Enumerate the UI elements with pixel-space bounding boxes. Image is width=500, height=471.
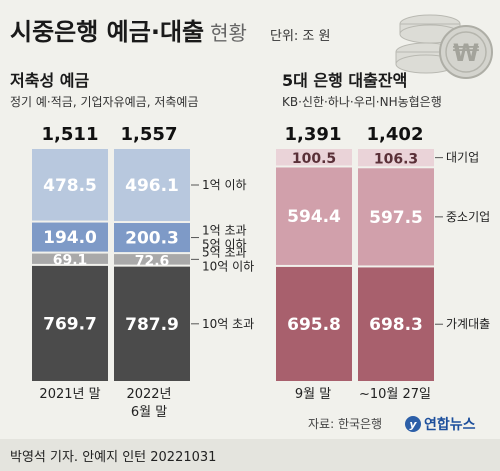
loan-section-title: 5대 은행 대출잔액 [282, 71, 407, 90]
x-label-2022-line1: 2022년 [126, 387, 171, 402]
loan-total-oct: 1,402 [367, 124, 424, 145]
deposit-col0-value-0: 769.7 [43, 314, 97, 334]
x-label-oct: ~10월 27일 [359, 387, 431, 402]
deposit-col0-value-2: 194.0 [43, 228, 97, 248]
deposit-section-subtitle: 정기 예·적금, 기업자유예금, 저축예금 [10, 95, 199, 109]
deposit-col0-value-3: 478.5 [43, 176, 97, 196]
x-label-2022-line2: 6월 말 [131, 405, 167, 420]
deposit-col1-segment-1 [114, 254, 190, 265]
deposit-col1-segment-0 [114, 266, 190, 381]
deposit-col0-segment-3 [32, 149, 108, 221]
deposit-col1-value-3: 496.1 [125, 176, 179, 196]
deposit-col0-segment-2 [32, 222, 108, 252]
chart-title-main: 시중은행 예금·대출 [10, 18, 204, 46]
loan-col0-segment-2 [276, 149, 352, 166]
deposit-col1-segment-2 [114, 223, 190, 253]
x-label-2021: 2021년 말 [39, 387, 100, 402]
deposit-col1-value-1: 72.6 [135, 253, 170, 269]
loan-col1-segment-1 [358, 168, 434, 266]
loan-col1-value-2: 106.3 [374, 152, 418, 168]
loan-legend-label-1-0: 중소기업 [446, 210, 490, 224]
loan-section-subtitle: KB·신한·하나·우리·NH농협은행 [282, 94, 442, 109]
loan-col1-value-0: 698.3 [369, 315, 423, 335]
coin-stack-icon: ₩ [395, 14, 493, 79]
unit-label: 단위: 조 원 [270, 29, 331, 44]
yonhap-logo-mark-letter: y [409, 418, 417, 431]
deposit-bars: 769.7 69.1 194.0 478.5 787.9 72.6 200.3 496.1 [32, 149, 190, 381]
loan-col0-segment-0 [276, 266, 352, 381]
chart-title: 시중은행 예금·대출 현황 [10, 18, 247, 46]
chart-title-sub: 현황 [210, 21, 247, 45]
x-label-sep: 9월 말 [295, 387, 331, 402]
yonhap-logo: y 연합뉴스 [405, 416, 476, 433]
deposit-total-2022: 1,557 [121, 124, 178, 145]
loan-col0-value-0: 695.8 [287, 315, 341, 335]
deposit-total-2021: 1,511 [42, 124, 99, 145]
loan-col1-value-1: 597.5 [369, 208, 423, 228]
deposit-legend-label-3-0: 1억 이하 [202, 178, 247, 192]
deposit-legend-label-2-1: 5억 이하 [202, 238, 247, 252]
loan-col1-segment-0 [358, 267, 434, 381]
loan-col0-value-2: 100.5 [292, 151, 336, 167]
loan-col0-segment-1 [276, 167, 352, 265]
loan-bars: 695.8 594.4 100.5 698.3 597.5 106.3 [276, 149, 434, 381]
deposit-legend-label-1-1: 10억 이하 [202, 259, 254, 273]
deposit-legend-label-2-0: 1억 초과 [202, 224, 247, 238]
svg-text:₩: ₩ [453, 39, 480, 67]
deposit-section-title: 저축성 예금 [10, 71, 89, 90]
loan-total-sep: 1,391 [285, 124, 342, 145]
deposit-col0-segment-0 [32, 265, 108, 381]
deposit-col0-segment-1 [32, 253, 108, 264]
yonhap-logo-mark [405, 416, 421, 432]
deposit-legend-label-1-0: 5억 초과 [202, 245, 247, 259]
deposit-col1-segment-3 [114, 149, 190, 222]
deposit-col1-value-0: 787.9 [125, 315, 179, 335]
loan-col0-value-1: 594.4 [287, 207, 341, 227]
loan-legend-label-0-0: 가계대출 [446, 317, 490, 331]
yonhap-logo-text: 연합뉴스 [424, 416, 476, 433]
loan-col1-segment-2 [358, 149, 434, 167]
won-coin-icon: ₩ [439, 25, 493, 79]
deposit-col1-value-2: 200.3 [125, 229, 179, 249]
loan-legend-label-2-0: 대기업 [446, 151, 479, 165]
footer-band [0, 439, 500, 471]
source-note: 자료: 한국은행 [308, 416, 382, 431]
deposit-col0-value-1: 69.1 [53, 253, 88, 269]
byline: 박영석 기자. 안예지 인턴 20221031 [10, 450, 217, 465]
deposit-legend-label-0-0: 10억 초과 [202, 317, 254, 331]
